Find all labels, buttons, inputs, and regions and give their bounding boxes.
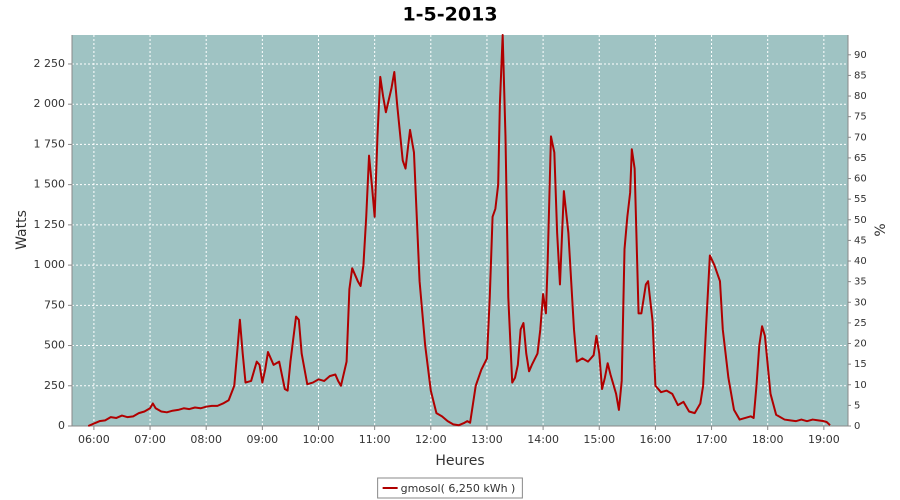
x-tick-label: 18:00 bbox=[752, 433, 784, 446]
y2-tick-label: 60 bbox=[854, 174, 867, 185]
x-axis-label: Heures bbox=[435, 453, 484, 469]
x-tick-label: 16:00 bbox=[640, 433, 672, 446]
x-tick-label: 08:00 bbox=[190, 433, 222, 446]
x-tick-label: 07:00 bbox=[134, 433, 166, 446]
y2-tick-label: 25 bbox=[854, 318, 867, 329]
y-tick-label: 2 000 bbox=[34, 97, 66, 110]
x-tick-label: 09:00 bbox=[246, 433, 278, 446]
y-tick-label: 1 750 bbox=[34, 137, 66, 150]
legend-label: gmosol( 6,250 kWh ) bbox=[401, 482, 516, 495]
plot-area bbox=[72, 35, 848, 426]
y2-tick-label: 50 bbox=[854, 215, 867, 226]
y2-tick-label: 85 bbox=[854, 70, 867, 81]
y2-tick-label: 75 bbox=[854, 112, 867, 123]
x-tick-label: 13:00 bbox=[471, 433, 503, 446]
x-tick-label: 12:00 bbox=[415, 433, 447, 446]
x-tick-label: 10:00 bbox=[303, 433, 335, 446]
y2-tick-label: 65 bbox=[854, 153, 867, 164]
y2-tick-label: 0 bbox=[854, 421, 860, 432]
x-tick-label: 11:00 bbox=[359, 433, 391, 446]
y2-tick-label: 55 bbox=[854, 194, 867, 205]
y2-tick-label: 10 bbox=[854, 380, 867, 391]
y-tick-label: 250 bbox=[44, 379, 65, 392]
y2-tick-label: 35 bbox=[854, 277, 867, 288]
y-tick-label: 750 bbox=[44, 298, 65, 311]
x-tick-label: 06:00 bbox=[78, 433, 110, 446]
y2-tick-label: 80 bbox=[854, 91, 867, 102]
y2-tick-label: 45 bbox=[854, 235, 867, 246]
legend: gmosol( 6,250 kWh ) bbox=[377, 477, 523, 499]
y2-tick-label: 5 bbox=[854, 400, 860, 411]
y-tick-label: 0 bbox=[58, 419, 65, 432]
y-tick-label: 1 500 bbox=[34, 178, 66, 191]
y-tick-label: 1 000 bbox=[34, 258, 66, 271]
y2-tick-label: 70 bbox=[854, 132, 867, 143]
x-tick-label: 14:00 bbox=[527, 433, 559, 446]
y-axis-label: Watts bbox=[14, 210, 30, 250]
x-tick-label: 15:00 bbox=[583, 433, 615, 446]
y-tick-label: 500 bbox=[44, 339, 65, 352]
legend-box bbox=[377, 477, 523, 499]
y2-axis-label: % bbox=[873, 223, 889, 236]
x-tick-label: 19:00 bbox=[808, 433, 840, 446]
data-line bbox=[87, 34, 831, 427]
y2-tick-label: 30 bbox=[854, 297, 867, 308]
x-tick-label: 17:00 bbox=[696, 433, 728, 446]
y-tick-label: 2 250 bbox=[34, 57, 66, 70]
y-tick-label: 1 250 bbox=[34, 218, 66, 231]
y2-tick-label: 40 bbox=[854, 256, 867, 267]
chart-title: 1-5-2013 bbox=[402, 4, 497, 26]
y2-tick-label: 15 bbox=[854, 359, 867, 370]
y2-tick-label: 20 bbox=[854, 339, 867, 350]
y2-tick-label: 90 bbox=[854, 50, 867, 61]
